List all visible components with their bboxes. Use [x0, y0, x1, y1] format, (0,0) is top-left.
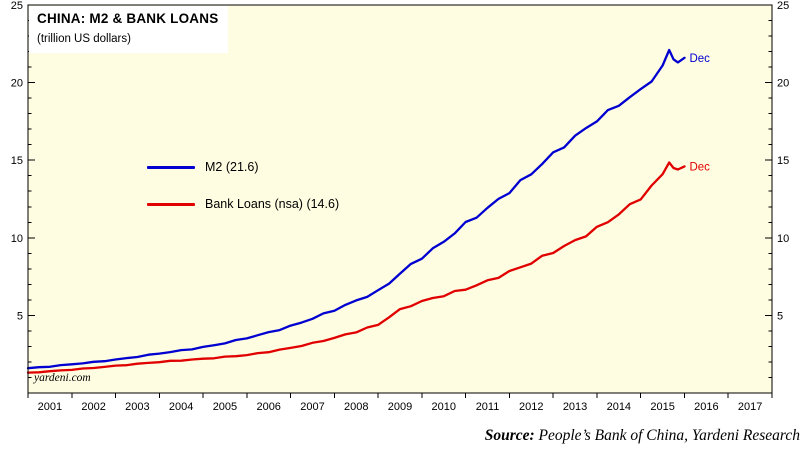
chart-title-box: CHINA: M2 & BANK LOANS (trillion US doll…: [29, 6, 229, 54]
svg-text:2003: 2003: [125, 401, 149, 413]
svg-text:2012: 2012: [519, 401, 543, 413]
m2-legend-swatch: [147, 165, 195, 169]
svg-text:2007: 2007: [300, 401, 324, 413]
plot-background: [28, 5, 772, 393]
m2-line: [26, 48, 686, 370]
svg-text:2017: 2017: [738, 401, 762, 413]
svg-text:5: 5: [17, 310, 23, 322]
x-ticks: [27, 393, 773, 398]
svg-text:15: 15: [777, 155, 789, 167]
svg-text:10: 10: [11, 233, 23, 245]
svg-text:15: 15: [11, 155, 23, 167]
bank-loans-end-label: Dec: [689, 161, 710, 173]
source-text: People’s Bank of China, Yardeni Research: [534, 427, 800, 444]
chart-title: CHINA: M2 & BANK LOANS: [37, 11, 219, 26]
svg-text:2011: 2011: [476, 401, 500, 413]
plot-frame: [27, 4, 773, 394]
svg-text:20: 20: [777, 78, 789, 90]
source-label: Source:: [484, 427, 535, 444]
svg-text:2005: 2005: [213, 401, 237, 413]
svg-text:10: 10: [777, 233, 789, 245]
svg-text:2006: 2006: [256, 401, 280, 413]
svg-text:25: 25: [777, 0, 789, 12]
svg-text:2016: 2016: [694, 401, 718, 413]
svg-text:2009: 2009: [388, 401, 412, 413]
svg-text:2008: 2008: [344, 401, 368, 413]
x-tick-labels: 2001 2002 2003 2004 2005 2006 2007 2008 2009 2010…: [38, 401, 763, 413]
legend-item-bank-loans: Bank Loans (nsa) (14.6): [147, 194, 339, 214]
bank-loans-line: [26, 161, 686, 374]
svg-text:2013: 2013: [563, 401, 587, 413]
y-tick-labels: 5 5 10 10 15 15 20 20 25 25: [11, 0, 790, 322]
svg-text:2010: 2010: [432, 401, 456, 413]
svg-text:5: 5: [777, 310, 783, 322]
svg-text:2015: 2015: [650, 401, 674, 413]
svg-text:2002: 2002: [81, 401, 105, 413]
svg-text:2001: 2001: [38, 401, 62, 413]
svg-text:20: 20: [11, 78, 23, 90]
watermark: yardeni.com: [34, 372, 91, 384]
m2-end-label: Dec: [689, 53, 710, 65]
m2-legend-label: M2 (21.6): [205, 160, 259, 174]
bank-loans-legend-label: Bank Loans (nsa) (14.6): [205, 197, 340, 211]
bank-loans-legend-swatch: [147, 202, 195, 206]
source-caption: Source: People’s Bank of China, Yardeni …: [485, 427, 800, 445]
svg-text:2004: 2004: [169, 401, 193, 413]
legend: M2 (21.6) Bank Loans (nsa) (14.6): [147, 157, 339, 231]
svg-text:2014: 2014: [607, 401, 631, 413]
legend-item-m2: M2 (21.6): [147, 157, 339, 177]
chart-subtitle: (trillion US dollars): [37, 32, 131, 45]
svg-text:25: 25: [11, 0, 23, 12]
